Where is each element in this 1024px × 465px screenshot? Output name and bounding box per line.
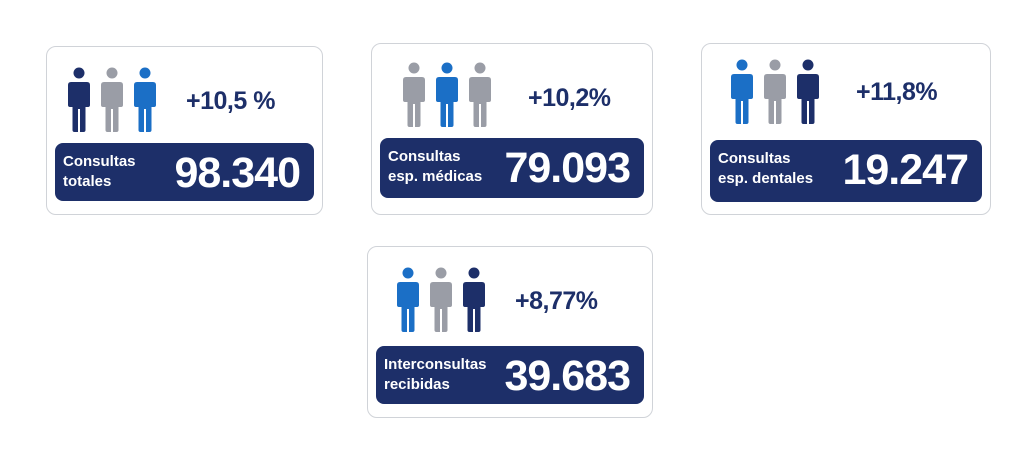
- person-icon: [462, 267, 486, 333]
- person-icon: [402, 62, 426, 128]
- person-icon: [429, 267, 453, 333]
- people-icon-group: [67, 67, 167, 133]
- metric-bar: Consultas totales 98.340: [55, 143, 314, 201]
- metric-value: 79.093: [504, 144, 631, 192]
- growth-percentage: +8,77%: [515, 287, 598, 315]
- metric-label-line2: recibidas: [384, 376, 450, 393]
- stat-card-consultas-esp-dentales: +11,8% Consultas esp. dentales 19.247: [701, 43, 991, 215]
- growth-percentage: +10,5 %: [186, 87, 275, 115]
- person-icon: [67, 67, 91, 133]
- metric-label: Interconsultas recibidas: [384, 355, 487, 395]
- metric-label-line1: Interconsultas: [384, 356, 487, 373]
- metric-label: Consultas esp. dentales: [718, 149, 813, 189]
- metric-label-line1: Consultas: [63, 153, 136, 170]
- stat-card-interconsultas-recibidas: +8,77% Interconsultas recibidas 39.683: [367, 246, 653, 418]
- metric-bar: Consultas esp. médicas 79.093: [380, 138, 644, 198]
- growth-percentage: +11,8%: [856, 78, 938, 106]
- metric-value: 19.247: [842, 146, 969, 194]
- metric-label: Consultas esp. médicas: [388, 147, 482, 187]
- person-icon: [468, 62, 492, 128]
- person-icon: [730, 59, 754, 125]
- person-icon: [763, 59, 787, 125]
- stat-card-consultas-totales: +10,5 % Consultas totales 98.340: [46, 46, 323, 215]
- person-icon: [133, 67, 157, 133]
- person-icon: [796, 59, 820, 125]
- metric-label-line2: esp. dentales: [718, 170, 814, 187]
- metric-value: 39.683: [504, 352, 631, 400]
- people-icon-group: [402, 62, 502, 128]
- metric-bar: Interconsultas recibidas 39.683: [376, 346, 644, 404]
- metric-label-line2: esp. médicas: [388, 168, 483, 185]
- metric-label: Consultas totales: [63, 152, 136, 192]
- growth-percentage: +10,2%: [528, 84, 611, 112]
- people-icon-group: [730, 59, 830, 125]
- metric-value: 98.340: [174, 149, 301, 197]
- people-icon-group: [396, 267, 496, 333]
- person-icon: [435, 62, 459, 128]
- stat-card-consultas-esp-medicas: +10,2% Consultas esp. médicas 79.093: [371, 43, 653, 215]
- person-icon: [396, 267, 420, 333]
- metric-label-line1: Consultas: [388, 148, 461, 165]
- metric-bar: Consultas esp. dentales 19.247: [710, 140, 982, 202]
- person-icon: [100, 67, 124, 133]
- metric-label-line1: Consultas: [718, 150, 791, 167]
- metric-label-line2: totales: [63, 173, 112, 190]
